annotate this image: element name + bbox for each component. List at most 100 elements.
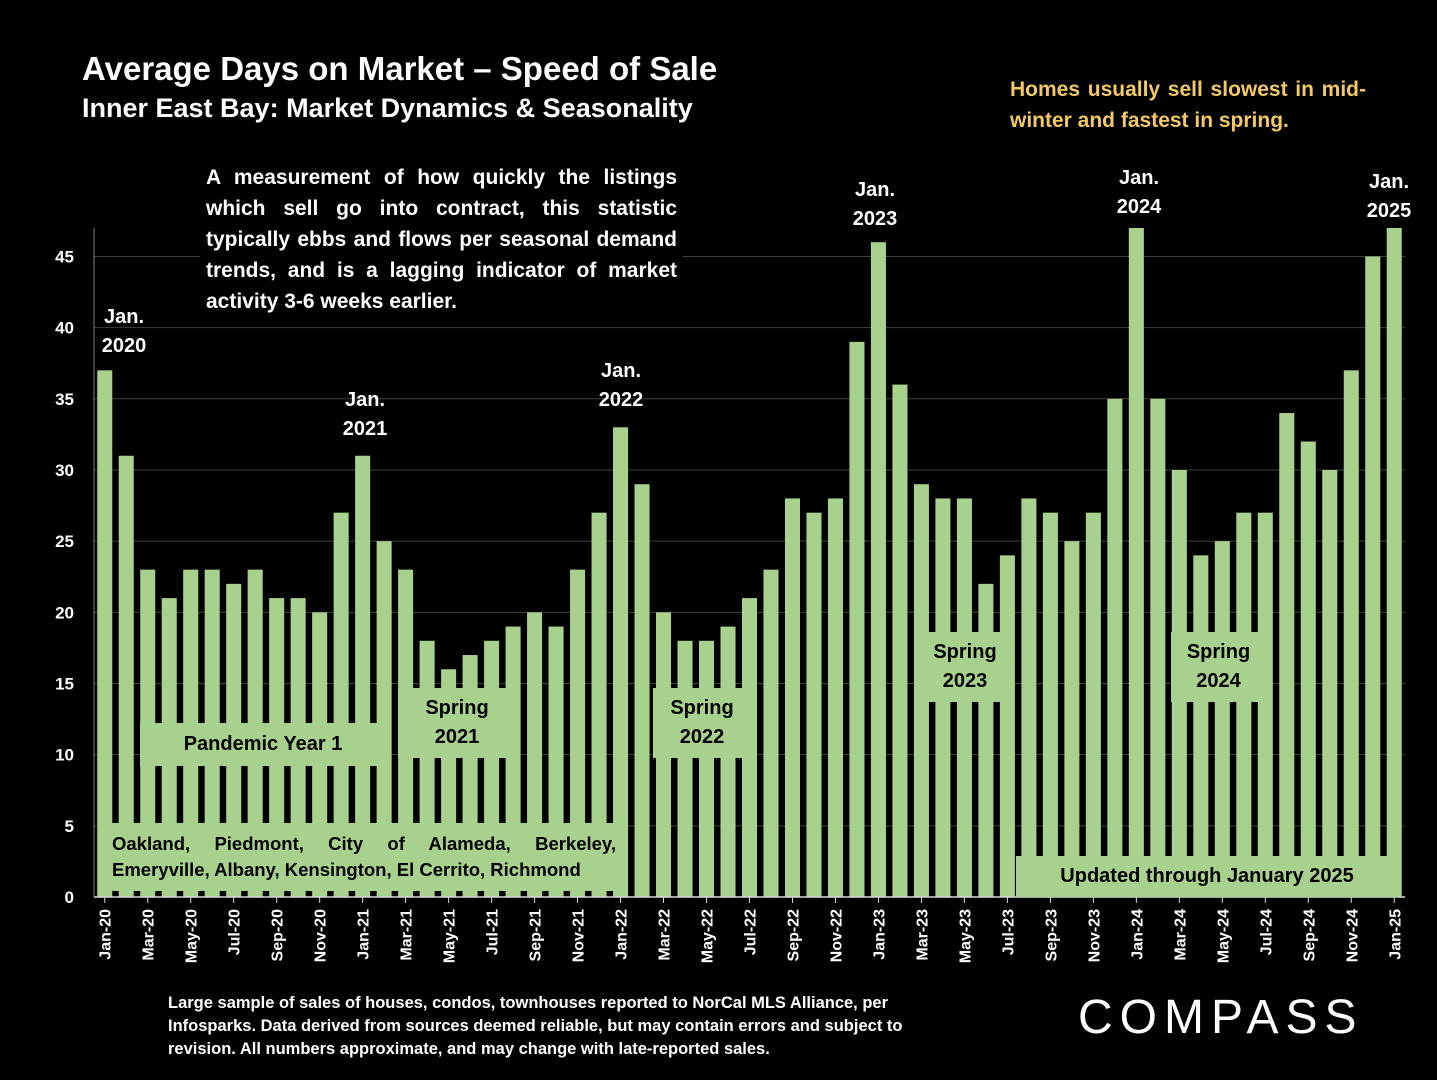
updated-label: Updated through January 2025 (1016, 856, 1398, 897)
x-tick-label: Jul-23 (1000, 909, 1017, 955)
bar-Jan-25 (1386, 228, 1402, 897)
bar-Jun-24 (1236, 512, 1252, 897)
x-tick-label: Sep-22 (785, 909, 802, 962)
jan-2021-line1: Jan. (344, 389, 386, 411)
bar-Apr-22 (677, 640, 693, 897)
bar-Feb-20 (118, 455, 134, 897)
cities-label: Oakland, Piedmont, City of Alameda, Berk… (100, 823, 628, 891)
y-tick-label: 40 (55, 319, 74, 338)
jan-2020-label: Jan. 2020 (89, 303, 159, 361)
bar-May-22 (698, 640, 715, 897)
bar-Feb-24 (1150, 398, 1166, 897)
bar-Nov-24 (1343, 370, 1359, 898)
chart-title: Average Days on Market – Speed of Sale (82, 50, 718, 87)
x-tick-label: Jan-20 (98, 909, 115, 960)
bar-Dec-22 (849, 341, 865, 897)
spring-2021-line2: 2021 (434, 726, 480, 748)
jan-2024-label: Jan. 2024 (1104, 164, 1174, 222)
bar-Dec-20 (333, 512, 349, 897)
bar-May-24 (1214, 541, 1230, 897)
jan-2022-label: Jan. 2022 (586, 357, 656, 415)
bar-Nov-23 (1085, 512, 1101, 897)
x-tick-label: Mar-22 (657, 909, 674, 961)
bar-Aug-23 (1021, 498, 1037, 897)
jan-2025-line2: 2025 (1366, 200, 1412, 222)
bar-Feb-21 (376, 541, 392, 897)
x-tick-label: May-22 (700, 909, 717, 963)
spring-2024-line1: Spring (1186, 641, 1251, 663)
x-tick-label: Jul-20 (227, 909, 244, 955)
bar-Nov-22 (827, 498, 843, 897)
jan-2023-line2: 2023 (852, 208, 898, 230)
jan-2025-line1: Jan. (1368, 171, 1410, 193)
spring-2023-line1: Spring (933, 641, 997, 663)
jan-2021-line2: 2021 (342, 418, 388, 440)
x-tick-label: Nov-24 (1344, 909, 1361, 962)
x-tick-label: Jul-21 (485, 909, 502, 955)
bar-Sep-23 (1042, 512, 1058, 897)
bar-Jan-22 (613, 427, 629, 897)
bar-Jan-24 (1128, 228, 1144, 897)
spring-2021-line1: Spring (425, 697, 489, 719)
x-tick-label: Mar-24 (1172, 909, 1189, 961)
x-tick-label: Sep-23 (1043, 909, 1060, 962)
spring-2021-label: Spring 2021 (398, 688, 516, 758)
spring-2022-line2: 2022 (679, 726, 725, 748)
bar-Jul-24 (1257, 512, 1273, 897)
y-tick-label: 35 (55, 390, 74, 409)
jan-2022-line1: Jan. (600, 360, 642, 382)
bar-Jan-20 (97, 370, 113, 898)
jan-2020-line1: Jan. (103, 306, 145, 328)
y-tick-label: 5 (65, 817, 74, 836)
bar-Jan-21 (355, 455, 371, 897)
bar-Jan-23 (870, 242, 886, 898)
bar-Jun-23 (978, 583, 994, 897)
x-tick-label: Jul-24 (1258, 909, 1275, 955)
jan-2022-line2: 2022 (598, 389, 644, 411)
y-tick-label: 0 (65, 888, 74, 907)
x-tick-label: Nov-22 (828, 909, 845, 962)
bar-Sep-22 (784, 498, 800, 897)
seasonality-note: Homes usually sell slowest in mid-winter… (1010, 78, 1366, 132)
chart-description: A measurement of how quickly the listing… (200, 162, 683, 323)
jan-2024-line2: 2024 (1116, 196, 1162, 218)
x-tick-label: Jul-22 (743, 909, 760, 955)
chart-subtitle: Inner East Bay: Market Dynamics & Season… (82, 93, 693, 123)
x-tick-label: Jan-21 (356, 909, 373, 960)
bar-Oct-23 (1064, 541, 1080, 897)
x-tick-label: May-20 (184, 909, 201, 963)
jan-2025-label: Jan. 2025 (1354, 168, 1424, 226)
x-tick-label: May-23 (957, 909, 974, 963)
bar-Oct-24 (1322, 469, 1338, 897)
x-tick-label: Nov-20 (313, 909, 330, 962)
bar-Dec-21 (591, 512, 607, 897)
x-tick-label: Sep-21 (528, 909, 545, 962)
spring-2022-line1: Spring (670, 697, 734, 719)
y-tick-label: 15 (55, 674, 74, 693)
source-footnote: Large sample of sales of houses, condos,… (168, 994, 903, 1058)
jan-2021-label: Jan. 2021 (330, 386, 400, 444)
bar-Dec-23 (1107, 398, 1123, 897)
spring-2023-line2: 2023 (942, 670, 988, 692)
x-tick-label: Mar-20 (141, 909, 158, 961)
bar-Oct-22 (806, 512, 822, 897)
bar-Aug-22 (763, 569, 779, 897)
y-tick-label: 25 (55, 532, 74, 551)
x-tick-label: Nov-21 (571, 909, 588, 962)
x-tick-label: Jan-23 (871, 909, 888, 960)
compass-logo: COMPASS (1078, 991, 1364, 1044)
x-tick-label: Jan-24 (1129, 909, 1146, 960)
spring-2024-line2: 2024 (1196, 670, 1241, 692)
x-tick-label: Nov-23 (1086, 909, 1103, 962)
x-tick-label: Jan-22 (614, 909, 631, 960)
bar-Sep-24 (1300, 441, 1316, 897)
x-tick-label: Sep-20 (270, 909, 287, 962)
y-tick-label: 20 (55, 603, 74, 622)
x-tick-label: May-24 (1215, 909, 1232, 963)
bar-Nov-21 (570, 569, 586, 897)
bar-Feb-22 (634, 484, 650, 897)
y-tick-label: 45 (55, 247, 74, 266)
bar-Dec-24 (1365, 256, 1381, 898)
y-tick-label: 10 (55, 746, 74, 765)
x-tick-label: Mar-21 (399, 909, 416, 961)
